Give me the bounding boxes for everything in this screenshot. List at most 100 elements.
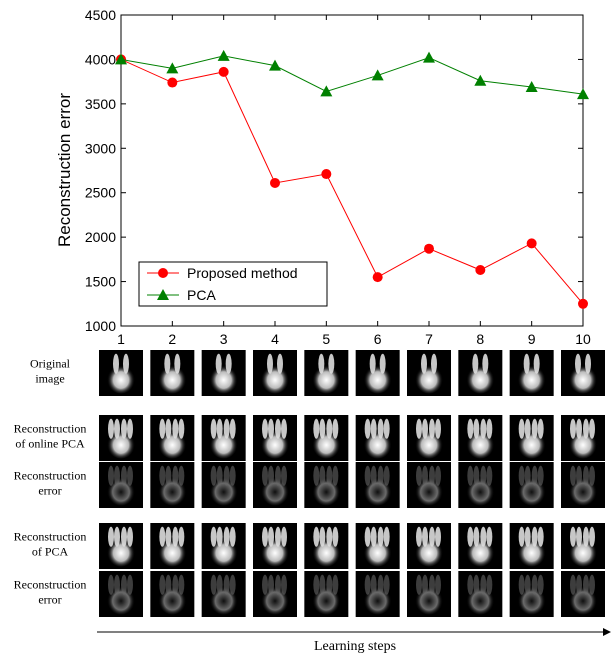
thumbnail-finger bbox=[486, 574, 493, 595]
thumbnail-finger bbox=[281, 526, 287, 547]
thumbnail bbox=[458, 523, 503, 569]
thumbnail-finger bbox=[416, 526, 422, 547]
thumbnail-finger bbox=[326, 526, 333, 547]
thumbnail-finger bbox=[480, 418, 487, 439]
row-label: Reconstruction bbox=[14, 530, 87, 544]
thumbnail-finger bbox=[486, 465, 493, 486]
thumbnail-finger bbox=[435, 465, 441, 486]
thumbnail bbox=[458, 462, 503, 508]
thumbnail-finger bbox=[113, 353, 119, 374]
thumbnail-finger bbox=[583, 418, 589, 439]
y-tick-label: 3500 bbox=[85, 96, 116, 112]
thumbnail-finger bbox=[369, 353, 376, 374]
thumbnail-palm bbox=[466, 363, 495, 394]
thumbnail-finger bbox=[172, 574, 179, 595]
thumbnail bbox=[304, 415, 349, 461]
thumbnail bbox=[99, 523, 143, 569]
y-tick-label: 3000 bbox=[85, 140, 116, 156]
thumbnail-finger bbox=[537, 574, 544, 595]
row-label: Reconstruction bbox=[14, 469, 87, 483]
thumbnail bbox=[458, 350, 503, 396]
row-label: image bbox=[35, 372, 64, 386]
thumbnail-finger bbox=[108, 526, 114, 547]
thumbnail-finger bbox=[570, 526, 576, 547]
thumbnail-finger bbox=[223, 418, 230, 439]
thumbnail bbox=[355, 415, 400, 461]
thumbnail-finger bbox=[576, 465, 582, 486]
thumbnail-finger bbox=[275, 465, 281, 486]
x-tick-label: 9 bbox=[528, 331, 536, 347]
thumbnail-finger bbox=[318, 353, 325, 374]
thumbnail bbox=[561, 415, 605, 461]
arrow-label: Learning steps bbox=[314, 639, 396, 654]
thumbnail-finger bbox=[524, 574, 531, 595]
thumbnail-finger bbox=[435, 526, 441, 547]
thumbnail-finger bbox=[364, 418, 371, 439]
thumbnail-finger bbox=[319, 526, 326, 547]
thumbnail-finger bbox=[229, 574, 236, 595]
thumbnail-finger bbox=[319, 418, 326, 439]
thumbnail-finger bbox=[523, 353, 530, 374]
thumbnail-finger bbox=[377, 526, 384, 547]
thumbnail bbox=[304, 571, 349, 617]
thumbnail-finger bbox=[178, 526, 185, 547]
thumbnail-finger bbox=[281, 574, 287, 595]
thumbnail-finger bbox=[518, 465, 525, 486]
thumbnail-finger bbox=[431, 353, 437, 374]
x-tick-label: 8 bbox=[476, 331, 484, 347]
thumbnail-palm bbox=[569, 363, 597, 394]
thumbnail-finger bbox=[225, 353, 232, 374]
data-point bbox=[321, 169, 332, 180]
thumbnail-finger bbox=[262, 526, 268, 547]
thumbnail bbox=[150, 415, 195, 461]
thumbnail-finger bbox=[422, 526, 428, 547]
thumbnail-finger bbox=[178, 574, 185, 595]
thumbnail-finger bbox=[383, 574, 390, 595]
thumbnail-finger bbox=[332, 574, 339, 595]
thumbnail bbox=[253, 415, 297, 461]
row-label: Reconstruction bbox=[14, 578, 87, 592]
thumbnail-finger bbox=[178, 465, 185, 486]
thumbnail-finger bbox=[114, 418, 120, 439]
thumbnail-finger bbox=[480, 465, 487, 486]
data-point bbox=[577, 88, 589, 100]
thumbnail-finger bbox=[108, 418, 114, 439]
thumbnail-finger bbox=[583, 574, 589, 595]
thumbnail-finger bbox=[429, 526, 435, 547]
thumbnail-finger bbox=[165, 574, 172, 595]
row-label: Reconstruction bbox=[14, 422, 87, 436]
thumbnail-finger bbox=[326, 574, 333, 595]
thumbnail-finger bbox=[467, 418, 474, 439]
thumbnail-finger bbox=[178, 418, 185, 439]
thumbnail bbox=[561, 571, 605, 617]
thumbnail-finger bbox=[326, 465, 333, 486]
thumbnail-finger bbox=[123, 353, 129, 374]
thumbnail-finger bbox=[589, 465, 595, 486]
thumbnail-finger bbox=[364, 526, 371, 547]
legend-label: Proposed method bbox=[187, 265, 298, 281]
thumbnail bbox=[304, 350, 349, 396]
thumbnail-finger bbox=[537, 465, 544, 486]
thumbnail-palm bbox=[158, 363, 187, 394]
thumbnail-finger bbox=[467, 574, 474, 595]
thumbnail-finger bbox=[583, 465, 589, 486]
thumbnail-finger bbox=[268, 574, 274, 595]
thumbnail-finger bbox=[379, 353, 386, 374]
row-label: error bbox=[38, 593, 61, 607]
legend-marker bbox=[157, 289, 169, 300]
thumbnail-finger bbox=[262, 574, 268, 595]
legend-label: PCA bbox=[187, 287, 216, 303]
thumbnail-finger bbox=[589, 526, 595, 547]
thumbnail-finger bbox=[267, 353, 273, 374]
thumbnail-finger bbox=[127, 465, 133, 486]
thumbnail-finger bbox=[422, 418, 428, 439]
thumbnail bbox=[253, 350, 297, 396]
thumbnail-palm bbox=[209, 363, 238, 394]
thumbnail bbox=[253, 523, 297, 569]
thumbnail-finger bbox=[422, 574, 428, 595]
thumbnail-finger bbox=[482, 353, 489, 374]
thumbnail-finger bbox=[268, 418, 274, 439]
thumbnail-finger bbox=[518, 418, 525, 439]
